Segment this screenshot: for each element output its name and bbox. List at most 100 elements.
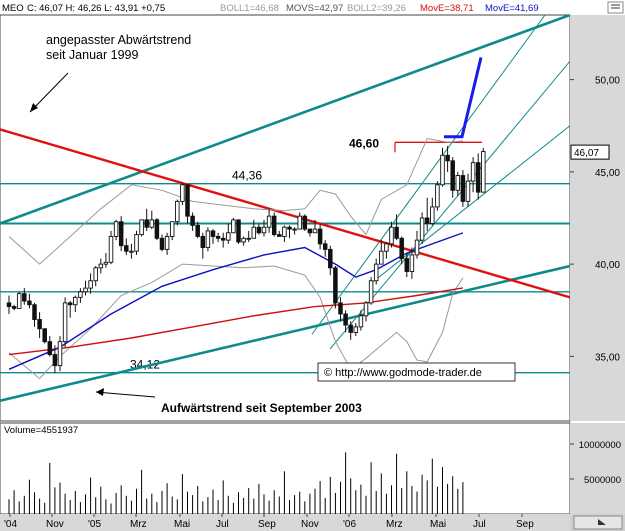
volume-tick-label: 5000000 (584, 475, 621, 486)
candle-body (169, 221, 175, 237)
candle-body (16, 293, 22, 309)
candle-body (481, 151, 486, 193)
annotation-adjusted-trend-line2: seit Januar 1999 (46, 48, 138, 62)
candle-body (52, 354, 58, 367)
candle-body (256, 226, 262, 234)
candle-body (292, 228, 297, 231)
time-tick-label: Mrz (130, 519, 147, 530)
last-price-label: 46,07 (574, 148, 599, 159)
candle-body (98, 263, 104, 269)
candle-body (88, 280, 93, 289)
candle-body (328, 248, 333, 269)
candle-body (67, 302, 73, 306)
candle-body (322, 243, 328, 250)
candle-body (266, 215, 272, 228)
time-tick-label: Nov (301, 519, 319, 530)
candle-body (363, 302, 369, 317)
steep-channel-upper (311, 15, 546, 335)
candle-body (22, 293, 27, 302)
axes: 46,07 50,00 45,00 40,00 35,00 10000000 5000000… (4, 76, 621, 530)
target-level-label: 46,60 (349, 136, 379, 150)
candle-body (83, 287, 88, 293)
candle-body (134, 234, 139, 252)
candle-body (312, 228, 318, 234)
candle-body (414, 239, 420, 256)
header-boll2: BOLL2=39,26 (347, 3, 406, 14)
candle-body (144, 219, 149, 228)
candle-body (124, 245, 129, 252)
candle-body (430, 206, 435, 224)
candle-body (195, 224, 200, 237)
candle-body (27, 300, 32, 306)
time-tick-label: '05 (88, 519, 101, 530)
candle-body (277, 234, 282, 237)
candle-body (368, 280, 374, 304)
time-tick-label: Sep (516, 519, 534, 530)
corner-scroll-icon[interactable] (570, 514, 625, 531)
candle-body (78, 291, 83, 298)
candle-body (373, 263, 379, 282)
candle-body (338, 302, 343, 315)
time-tick-label: Mrz (386, 519, 403, 530)
candle-body (118, 221, 124, 247)
candle-body (465, 180, 471, 202)
bollinger-upper-band (8, 138, 463, 265)
last-price-box (570, 144, 610, 160)
candle-body (226, 232, 231, 241)
candle-body (460, 175, 466, 202)
candle-body (261, 226, 267, 234)
candle-body (215, 236, 221, 239)
copyright-text: © http://www.godmode-trader.de (324, 367, 482, 379)
time-tick-label: Mai (174, 519, 190, 530)
candle-body (450, 160, 455, 191)
candle-body (108, 236, 114, 263)
candle-body (103, 261, 109, 265)
candle-body (190, 215, 195, 226)
candle-body (475, 162, 481, 193)
candle-body (251, 226, 257, 239)
candle-body (246, 237, 251, 240)
candle-body (384, 243, 389, 252)
uptrend-arrow-head (96, 388, 104, 396)
bollinger-lower-band (8, 263, 464, 380)
candle-body (307, 228, 313, 234)
candle-body (358, 315, 364, 328)
price-tick-label: 45,00 (595, 168, 620, 179)
candle-body (180, 184, 185, 202)
candle-body (287, 226, 292, 230)
candle-body (164, 236, 170, 250)
candle-body (42, 328, 47, 343)
candle-body (73, 296, 78, 306)
candle-body (62, 302, 68, 343)
header-move-b: MovE=41,69 (485, 3, 539, 14)
candle-body (424, 217, 430, 224)
volume-title: Volume=4551937 (4, 425, 78, 436)
candle-body (389, 226, 394, 245)
candle-body (302, 215, 308, 230)
candle-body (317, 228, 323, 245)
candle-body (435, 184, 440, 208)
header-ohlc: C: 46,07 H: 46,26 L: 43,91 +0,75 (27, 3, 165, 14)
header-boll1: BOLL1=46,68 (220, 3, 279, 14)
candle-body (271, 215, 277, 236)
price-axis-panel (570, 15, 625, 421)
horizontal-level-label: 44,36 (232, 169, 262, 183)
volume-plot (8, 452, 464, 514)
candle-body (343, 313, 348, 326)
candle-body (379, 250, 384, 265)
time-tick-label: Sep (258, 519, 276, 530)
header-toggle-icon[interactable] (607, 1, 624, 14)
projection-arrow (444, 57, 483, 139)
annotation-arrow-head (30, 103, 38, 112)
header-move-a: MovE=38,71 (420, 3, 474, 14)
candle-body (159, 237, 165, 250)
steep-channel-mid (371, 125, 570, 283)
time-tick-label: '04 (4, 519, 17, 530)
upper-channel-line (0, 15, 570, 225)
candle-body (205, 230, 211, 248)
candle-body (353, 326, 359, 333)
candle-body (445, 154, 450, 162)
candle-body (93, 267, 98, 282)
time-tick-label: Jul (216, 519, 229, 530)
